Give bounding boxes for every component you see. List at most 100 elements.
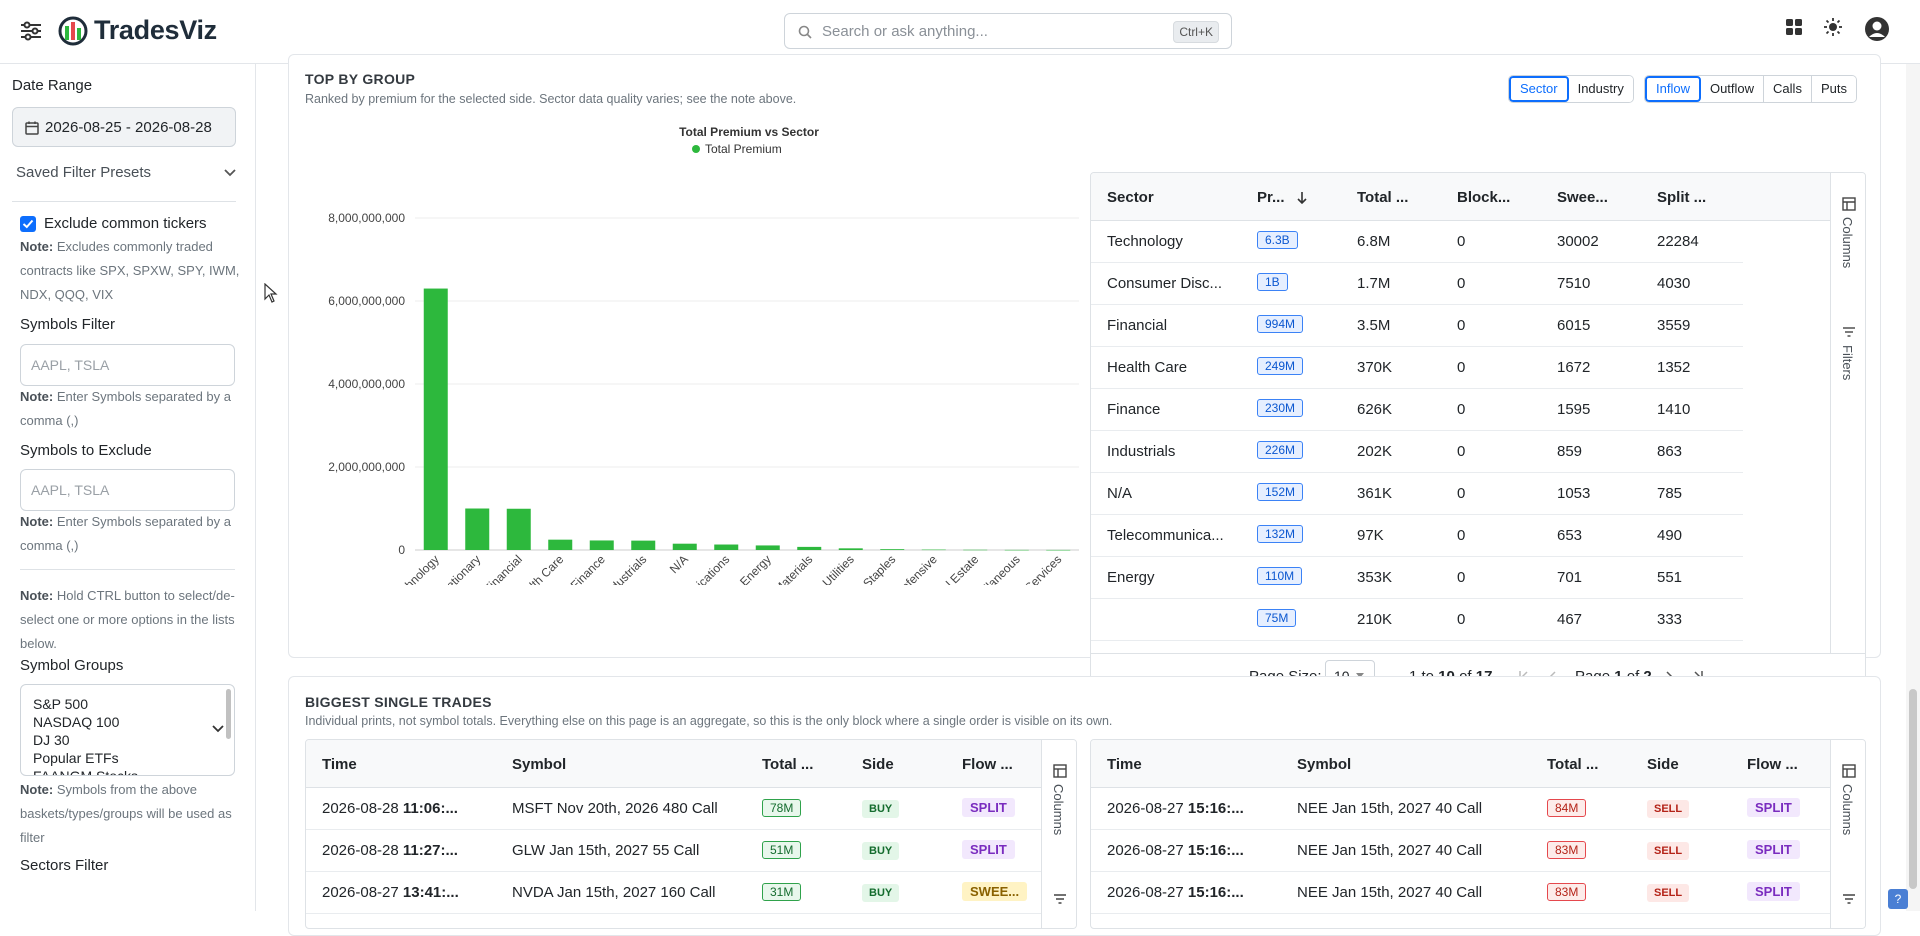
- bar[interactable]: [797, 546, 822, 550]
- columns-tab[interactable]: Columns: [1840, 217, 1855, 269]
- sector-table: Sector Pr... Total ... Block... Swee... …: [1090, 172, 1866, 696]
- cell-block: 0: [1457, 233, 1466, 250]
- page-scrollbar[interactable]: [1906, 64, 1920, 911]
- col-time[interactable]: Time: [1107, 756, 1142, 773]
- table-row[interactable]: 2026-08-27 15:16:... NEE Jan 15th, 2027 4…: [1091, 830, 1830, 872]
- symbol-group-option[interactable]: DJ 30: [33, 732, 70, 748]
- cell-total: 97K: [1357, 527, 1384, 544]
- table-row[interactable]: Finance 230M 626K 0 1595 1410: [1091, 389, 1743, 431]
- table-row[interactable]: Technology 6.3B 6.8M 0 30002 22284: [1091, 221, 1743, 263]
- columns-tab[interactable]: Columns: [1051, 784, 1066, 836]
- col-split[interactable]: Split ...: [1657, 189, 1707, 206]
- x-tick-label: Finance: [568, 552, 608, 585]
- table-row[interactable]: Financial 994M 3.5M 0 6015 3559: [1091, 305, 1743, 347]
- table-row[interactable]: 2026-08-27 13:41:... NVDA Jan 15th, 2027 …: [306, 872, 1041, 914]
- filters-tab[interactable]: Filters: [1840, 345, 1855, 381]
- bar[interactable]: [423, 288, 448, 550]
- symbol-group-option[interactable]: S&P 500: [33, 696, 89, 712]
- filter-icon[interactable]: [1842, 326, 1856, 338]
- bar[interactable]: [921, 549, 946, 551]
- bar[interactable]: [1046, 549, 1071, 551]
- legend-label[interactable]: Total Premium: [705, 142, 782, 156]
- grid-icon[interactable]: [1785, 18, 1803, 36]
- col-total[interactable]: Total ...: [1547, 756, 1599, 773]
- bar[interactable]: [672, 543, 697, 550]
- symbol-group-option[interactable]: NASDAQ 100: [33, 714, 120, 730]
- col-time[interactable]: Time: [322, 756, 357, 773]
- columns-icon[interactable]: [1053, 764, 1067, 778]
- filter-icon[interactable]: [1053, 893, 1067, 905]
- cell-sweep: 1053: [1557, 485, 1591, 502]
- table-row[interactable]: 2026-08-28 11:27:... GLW Jan 15th, 2027 5…: [306, 830, 1041, 872]
- table-row[interactable]: N/A 152M 361K 0 1053 785: [1091, 473, 1743, 515]
- cell-split: 22284: [1657, 233, 1699, 250]
- bar[interactable]: [963, 549, 988, 551]
- exclude-common-label: Exclude common tickers: [44, 215, 207, 232]
- table-row[interactable]: Consumer Disc... 1B 1.7M 0 7510 4030: [1091, 263, 1743, 305]
- flow-badge: SPLIT: [1747, 840, 1800, 859]
- date-range-input[interactable]: 2026-08-25 - 2026-08-28: [12, 107, 236, 147]
- col-symbol[interactable]: Symbol: [512, 756, 567, 773]
- bar[interactable]: [1004, 549, 1029, 551]
- columns-tab[interactable]: Columns: [1840, 784, 1855, 836]
- sliders-icon[interactable]: [20, 20, 42, 42]
- bar[interactable]: [631, 540, 656, 550]
- col-total[interactable]: Total ...: [762, 756, 814, 773]
- columns-icon[interactable]: [1842, 764, 1856, 778]
- calls-button[interactable]: Calls: [1764, 76, 1812, 102]
- user-circle-icon[interactable]: [1864, 16, 1890, 42]
- cell-sector: Health Care: [1107, 359, 1188, 376]
- sector-button[interactable]: Sector: [1509, 76, 1569, 102]
- col-total[interactable]: Total ...: [1357, 189, 1409, 206]
- sun-icon[interactable]: [1824, 18, 1842, 36]
- scrollbar[interactable]: [226, 689, 231, 739]
- symbol-groups-select[interactable]: S&P 500 NASDAQ 100 DJ 30 Popular ETFs FA…: [20, 684, 235, 776]
- table-row[interactable]: Telecommunica... 132M 97K 0 653 490: [1091, 515, 1743, 557]
- col-sector[interactable]: Sector: [1107, 189, 1154, 206]
- table-row[interactable]: Health Care 249M 370K 0 1672 1352: [1091, 347, 1743, 389]
- app-logo[interactable]: TradesViz: [58, 14, 217, 46]
- search-shortcut: Ctrl+K: [1173, 21, 1219, 43]
- col-flow[interactable]: Flow ...: [1747, 756, 1798, 773]
- bar[interactable]: [880, 549, 905, 550]
- inflow-button[interactable]: Inflow: [1645, 76, 1701, 102]
- industry-button[interactable]: Industry: [1568, 76, 1633, 102]
- outflow-button[interactable]: Outflow: [1700, 76, 1765, 102]
- bar[interactable]: [548, 539, 573, 550]
- table-row[interactable]: 2026-08-27 15:16:... NEE Jan 15th, 2027 4…: [1091, 872, 1830, 914]
- col-sweep[interactable]: Swee...: [1557, 189, 1608, 206]
- symbols-exclude-input[interactable]: AAPL, TSLA: [20, 469, 235, 511]
- symbol-group-option[interactable]: FAANGM Stocks: [33, 768, 139, 776]
- total-badge: 51M: [762, 841, 802, 859]
- col-block[interactable]: Block...: [1457, 189, 1511, 206]
- search-input[interactable]: Search or ask anything... Ctrl+K: [784, 13, 1232, 49]
- col-premium[interactable]: Pr...: [1257, 189, 1307, 206]
- table-row[interactable]: 2026-08-28 11:06:... MSFT Nov 20th, 2026 …: [306, 788, 1041, 830]
- bar[interactable]: [714, 544, 739, 550]
- puts-button[interactable]: Puts: [1811, 76, 1856, 102]
- symbol-group-option[interactable]: Popular ETFs: [33, 750, 119, 766]
- symbols-filter-input[interactable]: AAPL, TSLA: [20, 344, 235, 386]
- col-side[interactable]: Side: [862, 756, 894, 773]
- bar[interactable]: [755, 545, 780, 550]
- columns-icon[interactable]: [1842, 197, 1856, 211]
- table-row[interactable]: Energy 110M 353K 0 701 551: [1091, 557, 1743, 599]
- table-row[interactable]: Industrials 226M 202K 0 859 863: [1091, 431, 1743, 473]
- saved-presets-toggle[interactable]: Saved Filter Presets: [12, 160, 240, 186]
- flow-badge: SWEE...: [962, 882, 1028, 901]
- bar[interactable]: [465, 508, 490, 551]
- col-side[interactable]: Side: [1647, 756, 1679, 773]
- col-symbol[interactable]: Symbol: [1297, 756, 1352, 773]
- scrollbar-thumb[interactable]: [1909, 689, 1917, 889]
- bar[interactable]: [506, 508, 531, 550]
- grid-side-panel: Columns: [1041, 740, 1076, 928]
- filter-icon[interactable]: [1842, 893, 1856, 905]
- table-row[interactable]: 2026-08-27 15:16:... NEE Jan 15th, 2027 4…: [1091, 788, 1830, 830]
- exclude-common-checkbox[interactable]: [20, 216, 36, 232]
- table-row[interactable]: 75M 210K 0 467 333: [1091, 599, 1743, 641]
- symbols-exclude-note: Note: Enter Symbols separated by a comma…: [20, 514, 231, 553]
- help-icon[interactable]: ?: [1888, 889, 1908, 909]
- col-flow[interactable]: Flow ...: [962, 756, 1013, 773]
- bar[interactable]: [589, 540, 614, 550]
- bar[interactable]: [838, 548, 863, 550]
